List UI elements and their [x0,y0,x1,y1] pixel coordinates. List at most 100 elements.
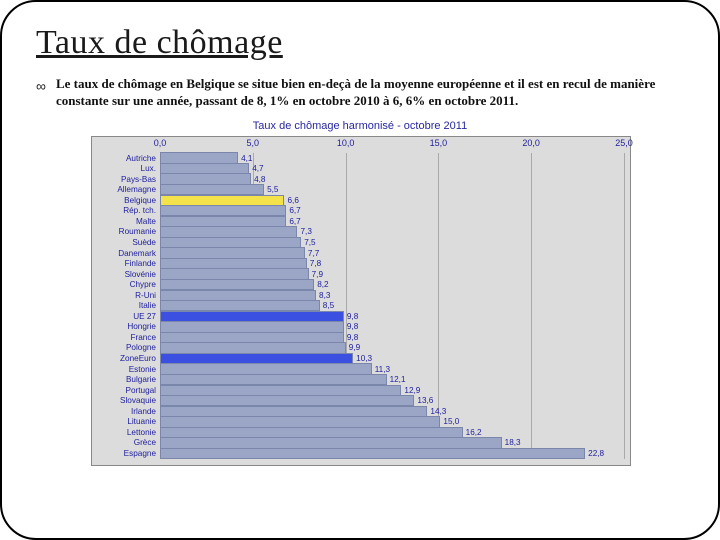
chart-row: Hongrie9,8 [160,322,624,333]
chart-row: Italie8,5 [160,301,624,312]
chart-row: Grèce18,3 [160,438,624,449]
chart-bar-value: 4,7 [252,164,263,173]
chart-row-label: R-Uni [94,291,156,300]
chart-container: Taux de chômage harmonisé - octobre 2011… [91,120,629,466]
chart-bar-value: 11,3 [375,365,390,374]
chart-row: Estonie11,3 [160,364,624,375]
chart-bar-value: 16,2 [466,428,482,437]
chart-xaxis-tick: 10,0 [337,138,355,148]
bullet-item: ∞ Le taux de chômage en Belgique se situ… [36,76,684,110]
slide-frame: Taux de chômage ∞ Le taux de chômage en … [0,0,720,540]
chart-row-label: France [94,333,156,342]
chart-bar-value: 12,9 [404,386,420,395]
chart-bar-value: 8,3 [319,291,330,300]
chart-bar-value: 9,8 [347,322,358,331]
chart-gridline [624,153,625,459]
chart-bar-value: 6,7 [289,206,300,215]
chart-bar-value: 4,1 [241,154,252,163]
chart-row-label: Hongrie [94,322,156,331]
chart-row-label: Rép. tch. [94,206,156,215]
chart-row: Lituanie15,0 [160,417,624,428]
chart-row: Finlande7,8 [160,258,624,269]
chart-row-label: Italie [94,301,156,310]
chart-row: Slovénie7,9 [160,269,624,280]
chart-row-label: UE 27 [94,312,156,321]
chart-row-label: Danemark [94,249,156,258]
chart-row: UE 279,8 [160,311,624,322]
chart-row: Bulgarie12,1 [160,374,624,385]
page-title: Taux de chômage [36,24,684,62]
chart-row: Allemagne5,5 [160,184,624,195]
chart-bar-value: 7,9 [312,270,323,279]
chart-row: ZoneEuro10,3 [160,353,624,364]
chart-bar-value: 7,5 [304,238,315,247]
chart-bar-value: 8,2 [317,280,328,289]
chart-row-label: Grèce [94,438,156,447]
chart-row: Belgique6,6 [160,195,624,206]
chart-bar-value: 22,8 [588,449,604,458]
chart-row: Pologne9,9 [160,343,624,354]
bullet-icon: ∞ [36,78,46,94]
chart-row: Irlande14,3 [160,406,624,417]
chart-bar-value: 10,3 [356,354,372,363]
chart-row-label: Slovaquie [94,396,156,405]
chart-row: Espagne22,8 [160,448,624,459]
chart-bar-value: 5,5 [267,185,278,194]
chart-row-label: Suède [94,238,156,247]
chart-bar-value: 6,6 [287,196,298,205]
chart-row-label: Lettonie [94,428,156,437]
chart-row: Suède7,5 [160,237,624,248]
chart-bar-value: 7,8 [310,259,321,268]
chart-bar-value: 4,8 [254,175,265,184]
chart-row-label: Allemagne [94,185,156,194]
chart-row: Roumanie7,3 [160,227,624,238]
chart-plot-area: Autriche4,1Lux.4,7Pays-Bas4,8Allemagne5,… [160,153,624,459]
chart-bar-value: 18,3 [505,438,521,447]
chart-row: R-Uni8,3 [160,290,624,301]
chart-xaxis-tick: 15,0 [430,138,448,148]
chart-row: Chypre8,2 [160,279,624,290]
chart-row: Autriche4,1 [160,153,624,164]
chart-row: France9,8 [160,332,624,343]
chart-bar-value: 12,1 [390,375,406,384]
chart-row: Portugal12,9 [160,385,624,396]
chart-xaxis-tick: 5,0 [247,138,260,148]
chart-row-label: Lux. [94,164,156,173]
chart-row-label: ZoneEuro [94,354,156,363]
chart-row-label: Malte [94,217,156,226]
chart-bar-value: 9,8 [347,333,358,342]
chart-bar-value: 8,5 [323,301,334,310]
chart-bar [160,448,585,459]
chart-row-label: Bulgarie [94,375,156,384]
chart-row: Lettonie16,2 [160,427,624,438]
chart-bar-value: 7,7 [308,249,319,258]
chart-bar-value: 6,7 [289,217,300,226]
chart-bar-value: 9,8 [347,312,358,321]
chart-bar-value: 14,3 [430,407,446,416]
chart-xaxis-tick: 25,0 [615,138,633,148]
chart-row-label: Estonie [94,365,156,374]
chart-xaxis-tick: 20,0 [522,138,540,148]
chart-row: Malte6,7 [160,216,624,227]
chart-row-label: Finlande [94,259,156,268]
chart-xaxis-tick: 0,0 [154,138,167,148]
chart-title: Taux de chômage harmonisé - octobre 2011 [91,120,629,132]
chart-row: Pays-Bas4,8 [160,174,624,185]
chart-row-label: Lituanie [94,417,156,426]
chart-row-label: Portugal [94,386,156,395]
chart-row: Lux.4,7 [160,163,624,174]
chart-row: Danemark7,7 [160,248,624,259]
chart-row-label: Espagne [94,449,156,458]
chart-xaxis: 0,0 5,0 10,0 15,0 20,0 25,0 [92,137,630,151]
chart-plot-box: 0,05,010,015,020,025,0 Autriche4,1Lux.4,… [91,136,631,466]
bullet-text: Le taux de chômage en Belgique se situe … [56,76,684,110]
chart-bar-value: 9,9 [349,343,360,352]
chart-row-label: Slovénie [94,270,156,279]
chart-row-label: Autriche [94,154,156,163]
chart-bar-value: 15,0 [443,417,459,426]
chart-bar-value: 13,6 [417,396,433,405]
chart-row: Rép. tch.6,7 [160,206,624,217]
chart-row-label: Irlande [94,407,156,416]
chart-row-label: Belgique [94,196,156,205]
chart-row-label: Pologne [94,343,156,352]
